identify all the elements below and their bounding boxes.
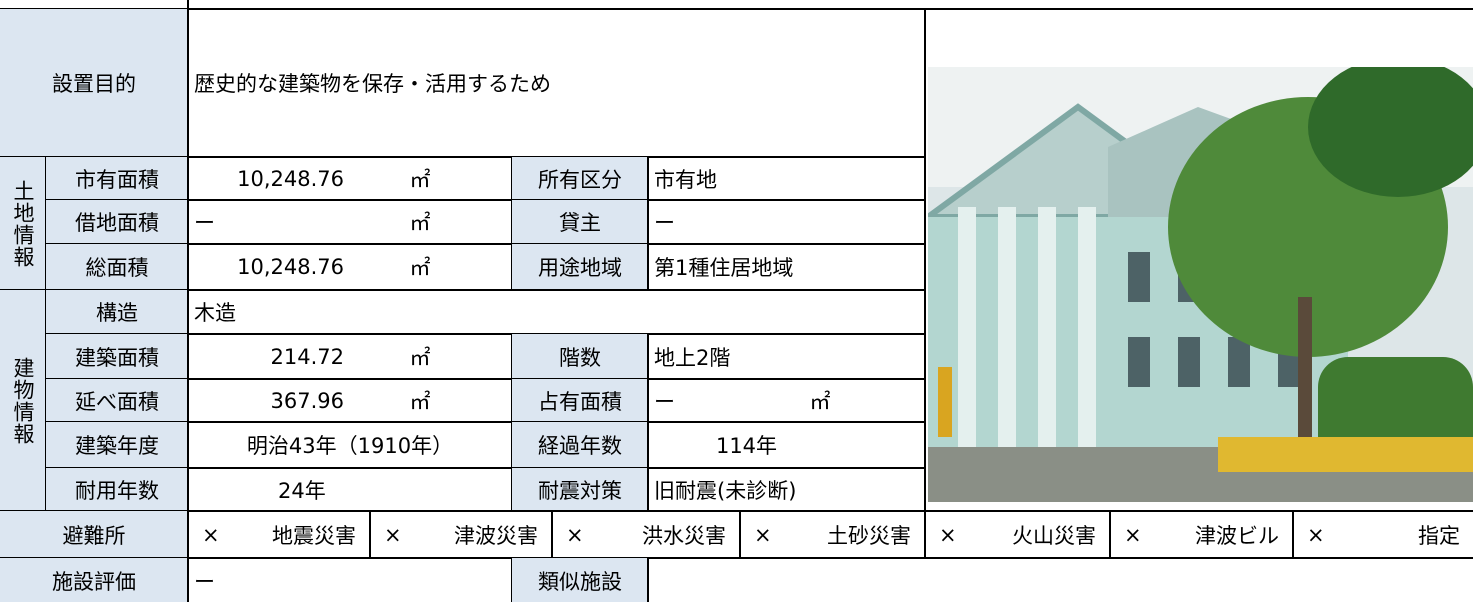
shelter-mark: × bbox=[939, 522, 957, 547]
value: 第1種住居地域 bbox=[647, 243, 926, 291]
value: ー bbox=[187, 199, 513, 245]
row-label: 経過年数 bbox=[511, 421, 649, 469]
evaluation-label: 施設評価 bbox=[0, 557, 189, 602]
building-photo bbox=[928, 67, 1473, 502]
shelter-mark: × bbox=[1307, 522, 1325, 547]
shelter-name: 地震災害 bbox=[272, 523, 356, 548]
photo-frame bbox=[924, 8, 1473, 512]
shelter-item: × 火山災害 bbox=[924, 510, 1111, 559]
evaluation-value: ー bbox=[187, 557, 513, 602]
shelter-name: 洪水災害 bbox=[642, 523, 726, 548]
shelter-name: 火山災害 bbox=[1012, 523, 1096, 548]
group-label: 土地情報 bbox=[0, 156, 47, 291]
row-label: 用途地域 bbox=[511, 243, 649, 291]
shelter-label: 避難所 bbox=[0, 510, 189, 559]
shelter-name: 津波災害 bbox=[454, 523, 538, 548]
row-label: 延べ面積 bbox=[45, 378, 189, 423]
shelter-item: × 地震災害 bbox=[187, 510, 371, 559]
row-label: 貸主 bbox=[511, 199, 649, 245]
unit: ㎡ bbox=[409, 345, 431, 370]
shelter-item: × 指定 bbox=[1292, 510, 1473, 559]
row-label: 占有面積 bbox=[511, 378, 649, 423]
shelter-item: × 津波災害 bbox=[369, 510, 553, 559]
value: 明治43年（1910年） bbox=[187, 421, 513, 469]
shelter-mark: × bbox=[566, 522, 584, 547]
row-label: 階数 bbox=[511, 333, 649, 380]
shelter-item: × 津波ビル bbox=[1109, 510, 1294, 559]
value: ー bbox=[647, 378, 926, 423]
row-label: 市有面積 bbox=[45, 156, 189, 201]
shelter-item: × 洪水災害 bbox=[551, 510, 741, 559]
purpose-label: 設置目的 bbox=[0, 8, 189, 158]
top-strip bbox=[187, 0, 1473, 10]
shelter-mark: × bbox=[1124, 522, 1142, 547]
unit: ㎡ bbox=[409, 167, 431, 192]
shelter-name: 指定 bbox=[1418, 523, 1460, 548]
value: 367.96 bbox=[187, 378, 513, 423]
row-label: 構造 bbox=[45, 289, 189, 335]
row-label: 耐用年数 bbox=[45, 467, 189, 512]
value: ー bbox=[647, 199, 926, 245]
value: 214.72 bbox=[187, 333, 513, 380]
shelter-mark: × bbox=[384, 522, 402, 547]
group-label: 建物情報 bbox=[0, 289, 47, 512]
value: 10,248.76 bbox=[187, 156, 513, 201]
row-label: 建築年度 bbox=[45, 421, 189, 469]
value: 24年 bbox=[187, 467, 513, 512]
row-label: 総面積 bbox=[45, 243, 189, 291]
shelter-mark: × bbox=[202, 522, 220, 547]
value: 旧耐震(未診断) bbox=[647, 467, 926, 512]
shelter-name: 土砂災害 bbox=[827, 523, 911, 548]
unit: ㎡ bbox=[409, 256, 431, 280]
unit: ㎡ bbox=[809, 389, 831, 414]
value: 114年 bbox=[647, 421, 926, 469]
value: 地上2階 bbox=[647, 333, 926, 380]
value: 市有地 bbox=[647, 156, 926, 201]
similar-value bbox=[647, 557, 1473, 602]
shelter-item: × 土砂災害 bbox=[739, 510, 926, 559]
row-label: 建築面積 bbox=[45, 333, 189, 380]
similar-label: 類似施設 bbox=[511, 557, 649, 602]
row-label: 借地面積 bbox=[45, 199, 189, 245]
row-label: 耐震対策 bbox=[511, 467, 649, 512]
shelter-name: 津波ビル bbox=[1195, 523, 1279, 548]
unit: ㎡ bbox=[409, 211, 431, 235]
shelter-mark: × bbox=[754, 522, 772, 547]
value: 木造 bbox=[187, 289, 926, 335]
purpose-text: 歴史的な建築物を保存・活用するため bbox=[187, 8, 926, 158]
unit: ㎡ bbox=[409, 389, 431, 414]
value: 10,248.76 bbox=[187, 243, 513, 291]
row-label: 所有区分 bbox=[511, 156, 649, 201]
